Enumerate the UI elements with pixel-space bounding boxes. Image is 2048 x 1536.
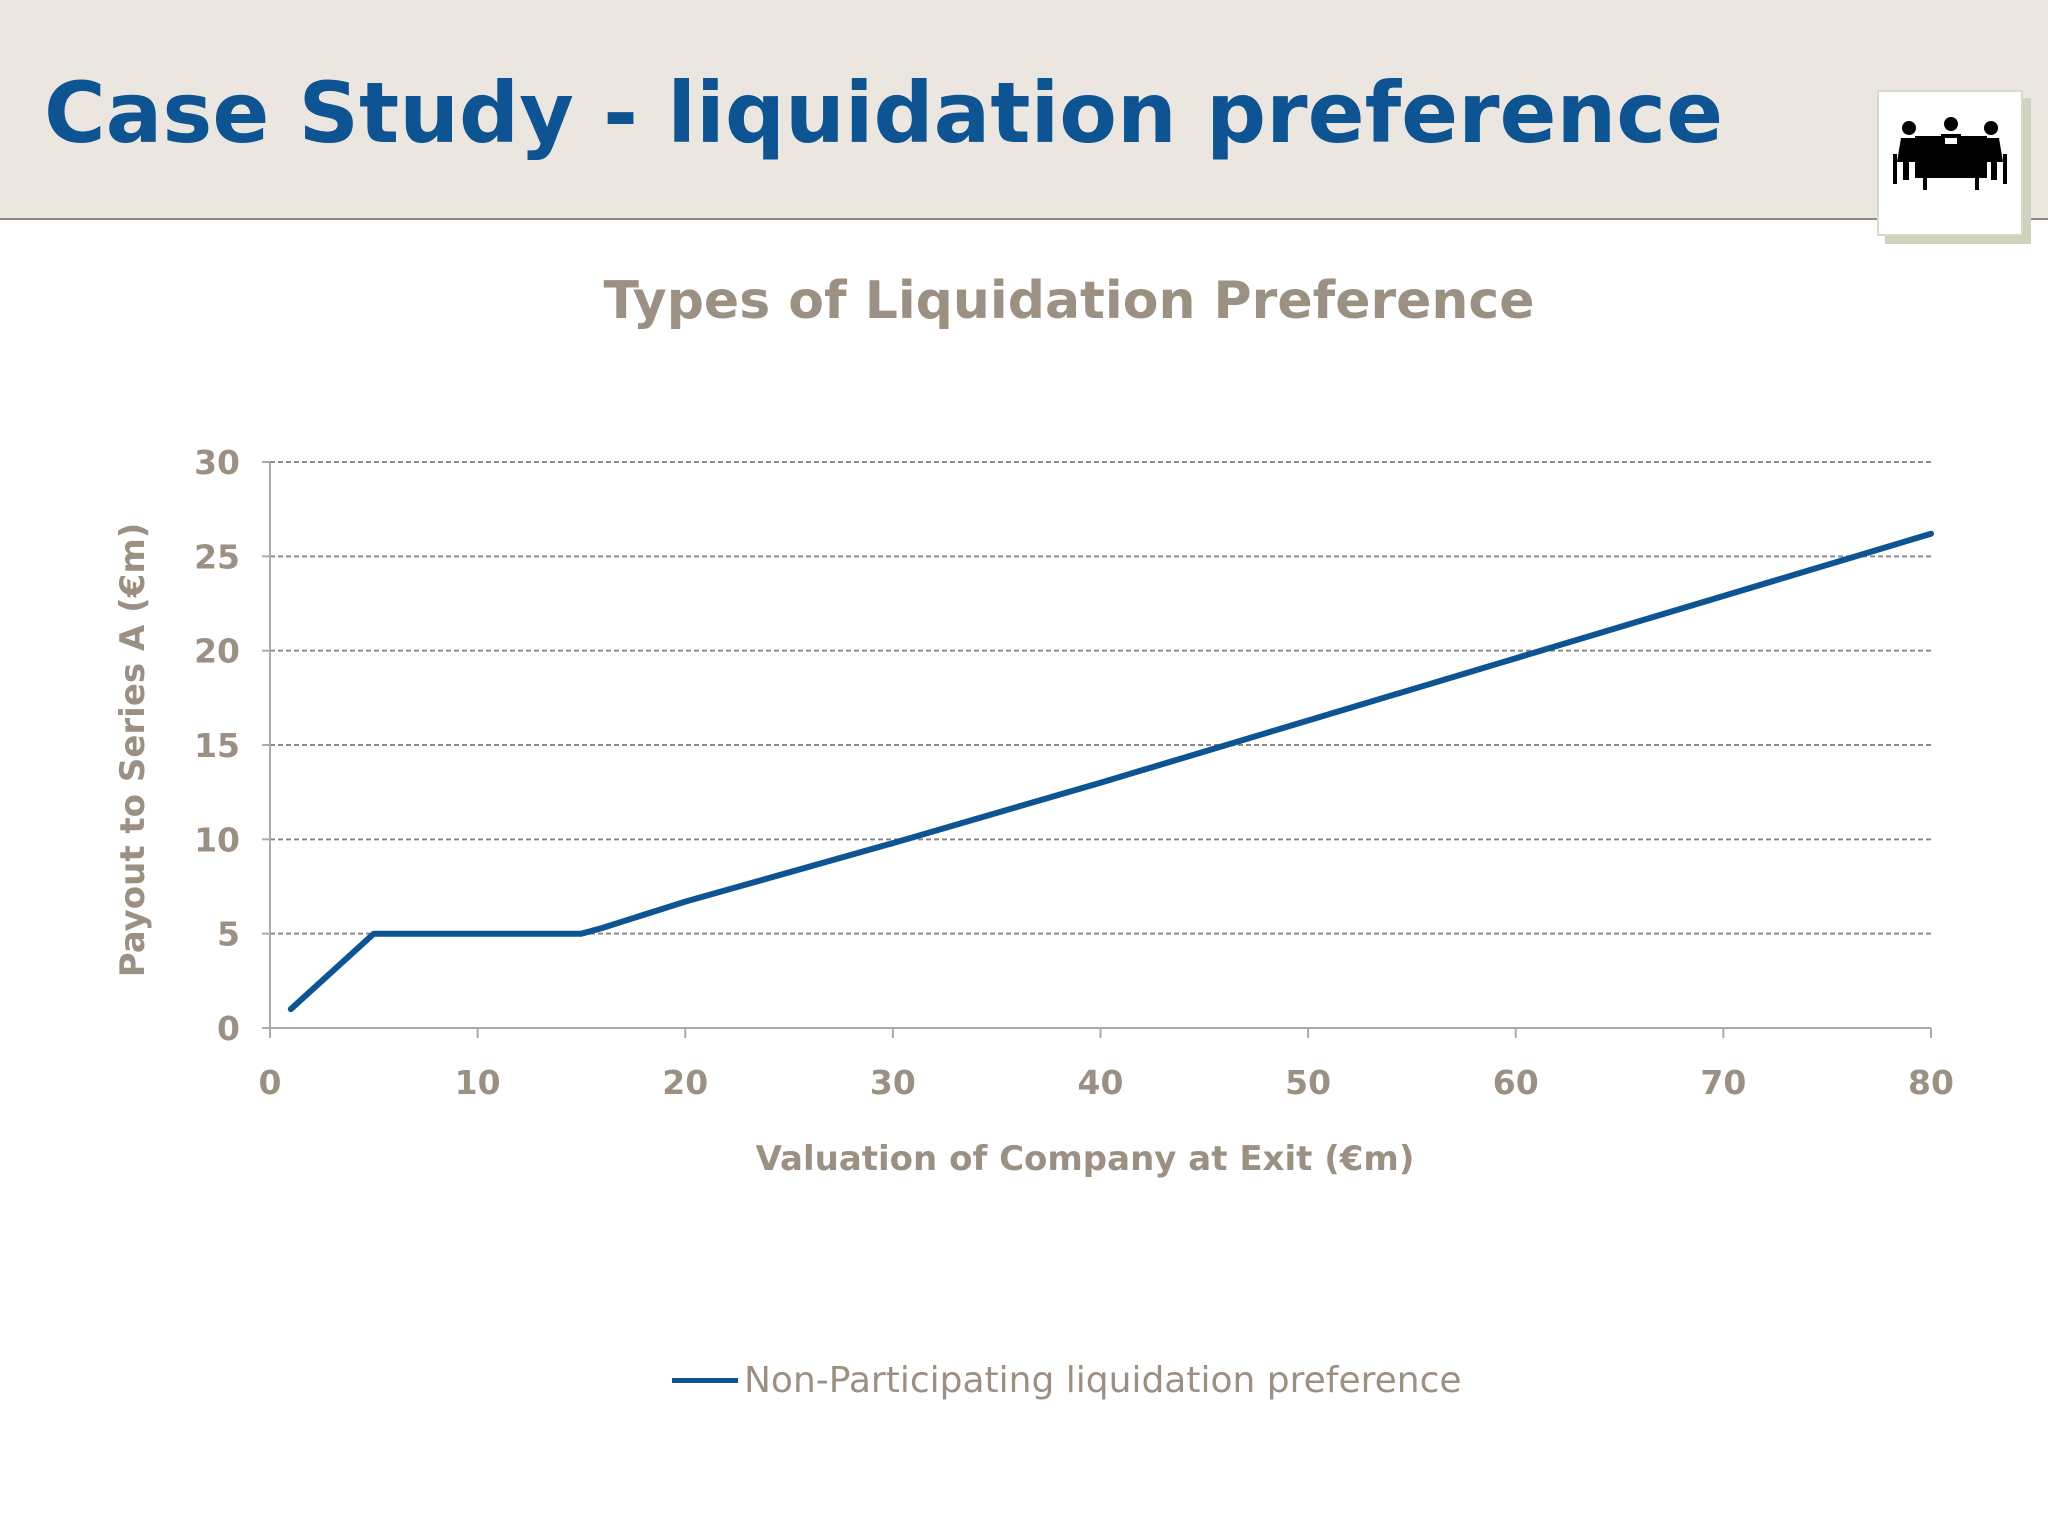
x-tick-label: 0 [259, 1063, 282, 1102]
y-tick-label: 25 [194, 537, 240, 576]
meeting-table-icon-graphic [1893, 117, 2007, 190]
chart-title: Types of Liquidation Preference [604, 271, 1535, 331]
x-axis-label: Valuation of Company at Exit (€m) [756, 1139, 1415, 1179]
y-axis-label: Payout to Series A (€m) [113, 523, 153, 978]
x-tick-label: 80 [1908, 1063, 1954, 1102]
y-tick-label: 0 [217, 1009, 240, 1048]
legend-swatch [672, 1377, 738, 1383]
x-tick-label: 30 [870, 1063, 916, 1102]
y-tick-label: 5 [217, 915, 240, 954]
meeting-table-icon [1877, 90, 2023, 236]
y-tick-label: 15 [194, 726, 240, 765]
slide-header: Case Study - liquidation preference [0, 0, 2048, 236]
y-tick-label: 30 [194, 443, 240, 482]
x-tick-label: 50 [1285, 1063, 1331, 1102]
legend-label: Non-Participating liquidation preference [744, 1359, 1462, 1401]
x-tick-label: 10 [455, 1063, 501, 1102]
chart-gridlines [270, 461, 1931, 935]
y-tick-label: 10 [194, 820, 240, 859]
x-tick-label: 60 [1493, 1063, 1539, 1102]
x-tick-label: 70 [1700, 1063, 1746, 1102]
x-tick-label: 20 [662, 1063, 708, 1102]
slide-title: Case Study - liquidation preference [44, 64, 1724, 162]
chart-legend: Non-Participating liquidation preference [672, 1356, 1462, 1404]
y-tick-label: 20 [194, 632, 240, 671]
chart-series [287, 530, 1934, 1013]
series-line [287, 530, 1934, 1013]
chart-axes: 0 5 10 15 20 25 30 0 10 20 30 40 50 60 70 80 [194, 443, 1954, 1102]
x-tick-label: 40 [1078, 1063, 1124, 1102]
